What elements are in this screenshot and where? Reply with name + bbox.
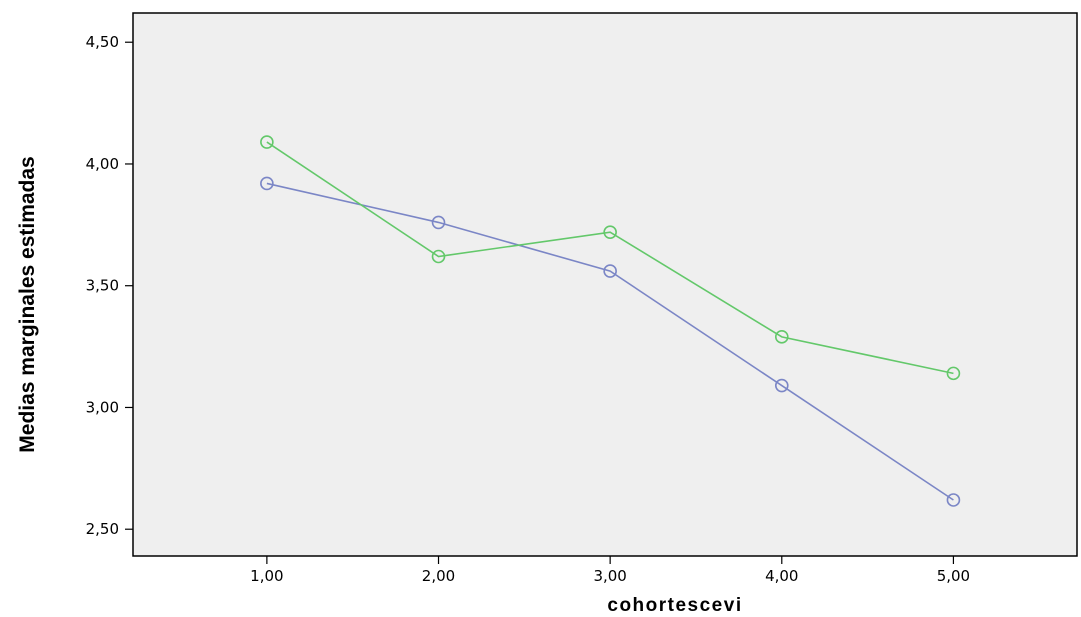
data-point — [260, 135, 274, 149]
series-2 — [260, 135, 961, 381]
series-line — [266, 182, 954, 501]
y-tick-label: 4,00 — [86, 155, 119, 173]
data-point — [260, 176, 274, 191]
series-layer — [260, 135, 961, 507]
y-axis-title: Medias marginales estimadas — [16, 156, 39, 452]
series-1 — [260, 176, 961, 507]
data-point — [946, 366, 961, 381]
plot-area — [132, 12, 1078, 557]
series-line — [266, 141, 954, 375]
data-point — [431, 249, 446, 264]
y-axis: 2,50 3,00 3,50 4,00 4,50 — [86, 33, 133, 538]
y-tick-label: 2,50 — [86, 520, 119, 538]
x-tick-label: 5,00 — [937, 567, 970, 585]
x-tick-label: 4,00 — [765, 567, 798, 585]
x-axis: 1,00 2,00 3,00 4,00 5,00 — [250, 556, 970, 585]
x-axis-title: cohortescevi — [607, 595, 742, 616]
y-tick-label: 3,00 — [86, 398, 119, 416]
data-point — [603, 225, 617, 239]
data-point — [431, 215, 446, 230]
data-point — [603, 264, 617, 278]
data-point — [774, 378, 789, 393]
y-tick-label: 3,50 — [86, 277, 119, 295]
y-tick-label: 4,50 — [86, 33, 119, 51]
x-tick-label: 3,00 — [593, 567, 626, 585]
data-point — [774, 330, 789, 344]
data-point — [946, 493, 961, 507]
x-tick-label: 1,00 — [250, 567, 283, 585]
x-tick-label: 2,00 — [422, 567, 455, 585]
